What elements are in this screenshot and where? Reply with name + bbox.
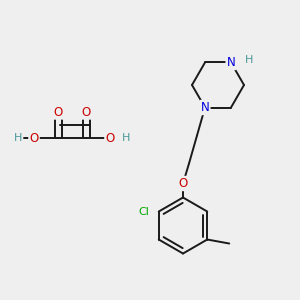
Text: N: N [201, 101, 209, 114]
Text: O: O [178, 177, 188, 190]
Text: Cl: Cl [138, 206, 149, 217]
Text: O: O [81, 106, 91, 118]
Text: O: O [29, 131, 39, 145]
Text: H: H [122, 133, 130, 143]
Text: N: N [226, 56, 236, 69]
Text: H: H [14, 133, 22, 143]
Text: H: H [245, 56, 254, 65]
Text: O: O [53, 106, 63, 118]
Text: O: O [105, 131, 115, 145]
